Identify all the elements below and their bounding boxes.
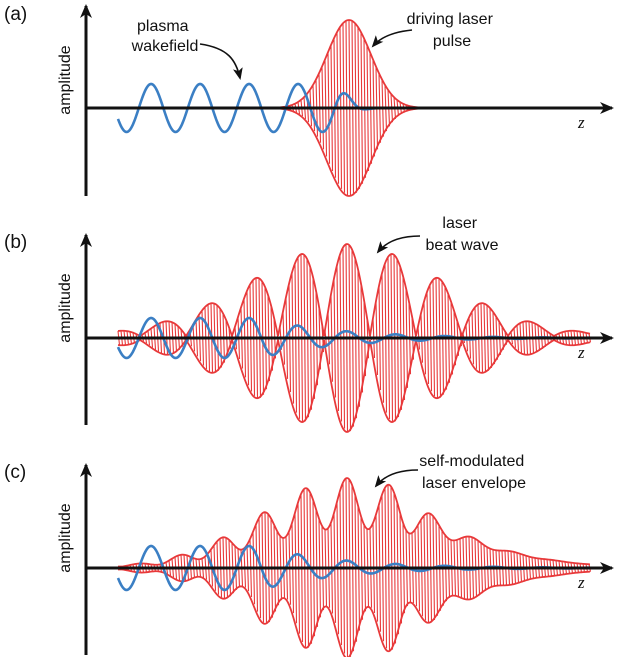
laser-envelope-lower (117, 337, 591, 433)
annotation-driving-laser-pulse: driving laser pulse (407, 11, 498, 50)
laser-envelope-upper (118, 477, 591, 568)
x-axis-label-a: z (577, 113, 585, 132)
laser-envelope-lower (118, 568, 591, 657)
panel-label-b: (b) (4, 232, 27, 253)
curved-arrow-icon (371, 29, 413, 48)
curved-arrow-icon (374, 469, 419, 488)
panel-a: (a) amplitude z plasma wakefield driving… (4, 4, 614, 197)
annotation-laser-beat-wave: laser beat wave (426, 215, 499, 254)
panel-c: (c) amplitude z self-modulated laser env… (4, 453, 614, 657)
panel-label-c: (c) (4, 462, 26, 483)
panel-b: (b) amplitude z laser beat wave (4, 215, 614, 433)
x-axis-label-b: z (577, 343, 585, 362)
y-axis-label-c: amplitude (57, 503, 74, 572)
annotation-self-modulated-envelope: self-modulated laser envelope (419, 453, 528, 492)
panel-label-a: (a) (4, 4, 27, 25)
annotation-plasma-wakefield: plasma wakefield (131, 18, 199, 55)
x-axis-label-c: z (577, 573, 585, 592)
curved-arrow-icon (199, 43, 243, 80)
y-axis-label-a: amplitude (57, 45, 74, 114)
curved-arrow-icon (376, 235, 421, 254)
laser-envelope-upper (117, 243, 591, 339)
laser-envelope-lower (118, 107, 590, 197)
y-axis-label-b: amplitude (57, 273, 74, 342)
